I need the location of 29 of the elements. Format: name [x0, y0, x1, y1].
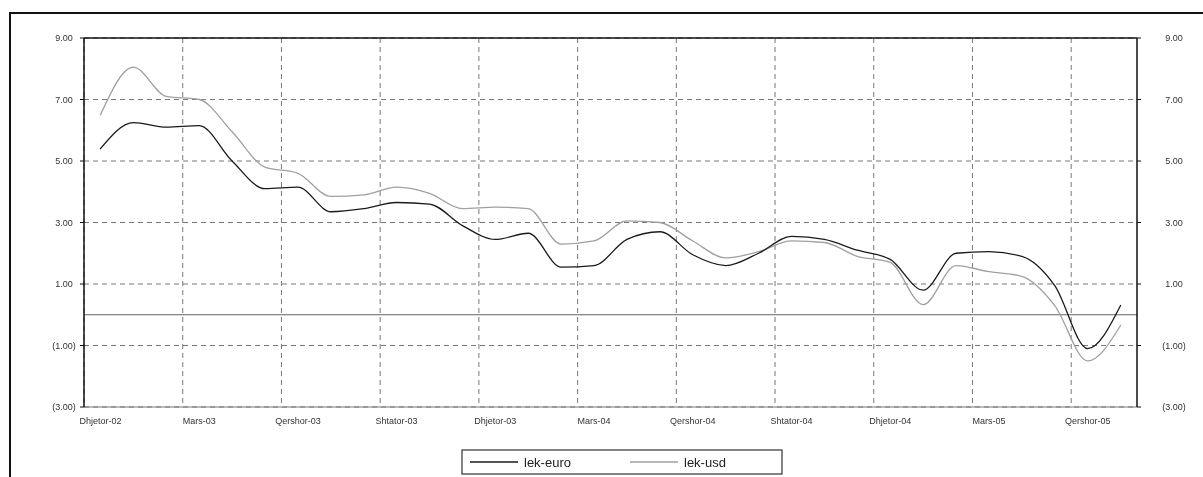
- legend-label: lek-usd: [684, 455, 726, 470]
- line-series: [99, 121, 1122, 350]
- y-tick-label: 9.00: [55, 33, 73, 43]
- y2-tick-label: 9.00: [1165, 33, 1183, 43]
- y2-tick-label: 1.00: [1165, 279, 1183, 289]
- legend-label: lek-euro: [524, 455, 571, 470]
- y2-tick-label: 3.00: [1165, 217, 1183, 228]
- x-tick-label: Shtator-04: [770, 416, 813, 426]
- x-tick-label: Qershor-05: [1064, 416, 1111, 426]
- y2-tick-label: 7.00: [1165, 94, 1183, 105]
- x-tick-label: Qershor-04: [670, 416, 716, 426]
- x-tick-label: Dhjetor-04: [869, 416, 912, 426]
- y2-tick-label: (3.00): [1162, 402, 1186, 412]
- y-tick-label: (1.00): [52, 340, 76, 351]
- x-tick-label: Mars-03: [182, 416, 216, 426]
- y-tick-label: 1.00: [55, 279, 73, 289]
- y2-tick-label: (1.00): [1162, 340, 1186, 351]
- x-tick-label: Dhjetor-03: [474, 416, 517, 426]
- y2-tick-label: 5.00: [1165, 156, 1183, 166]
- x-tick-label: Mars-04: [577, 416, 611, 426]
- x-tick-label: Shtator-03: [375, 416, 418, 426]
- y-tick-label: (3.00): [52, 402, 76, 412]
- line-series: [99, 66, 1122, 362]
- x-tick-label: Dhjetor-02: [79, 416, 122, 426]
- y-tick-label: 7.00: [55, 94, 73, 105]
- x-tick-label: Qershor-03: [275, 416, 321, 426]
- y-tick-label: 3.00: [55, 217, 73, 228]
- y-tick-label: 5.00: [55, 156, 73, 166]
- x-tick-label: Mars-05: [972, 416, 1006, 426]
